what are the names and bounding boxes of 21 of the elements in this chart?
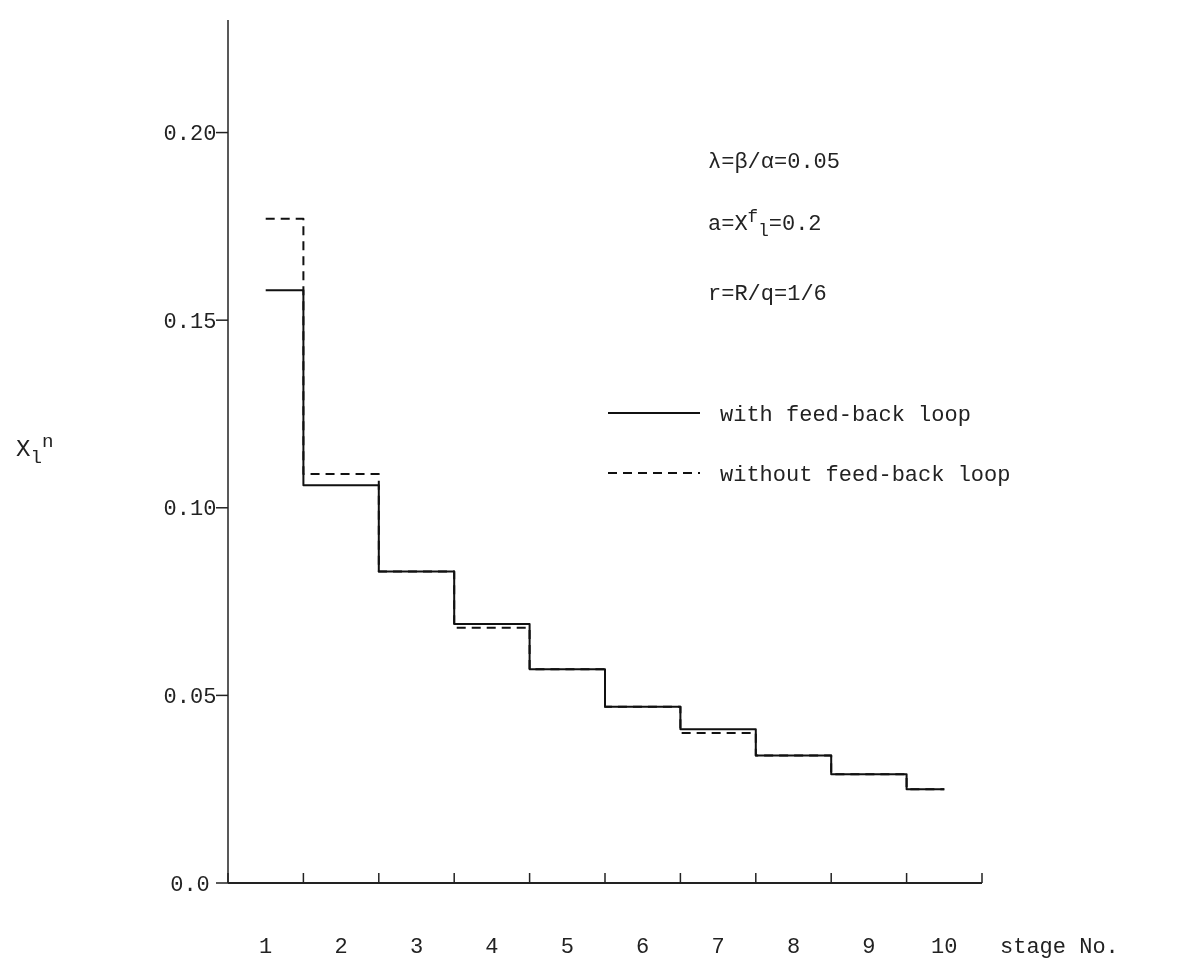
x-tick-label: 5 <box>560 935 574 960</box>
y-tick-label: 0.20 <box>163 122 217 148</box>
x-tick-label: 6 <box>636 935 650 960</box>
y-tick-label: 0.15 <box>163 309 217 335</box>
x-tick-label: 4 <box>485 935 499 960</box>
x-tick-label: 10 <box>931 935 958 960</box>
x-axis-title: stage No. <box>1000 935 1119 960</box>
x-tick-label: 7 <box>711 935 725 960</box>
y-tick-label: 0.10 <box>163 497 217 523</box>
x-tick-label: 3 <box>409 935 424 960</box>
x-tick-label: 2 <box>334 935 348 960</box>
annotation: r=R/q=1/6 <box>708 282 827 307</box>
x-tick-label: 1 <box>259 935 273 960</box>
annotation: a=X$^{f}$$_{l}$=0.2 <box>708 206 822 242</box>
legend-label: without feed-back loop <box>720 462 1011 488</box>
legend-label: with feed-back loop <box>720 402 971 428</box>
annotation: λ=β/α=0.05 <box>708 150 841 175</box>
x-tick-label: 8 <box>786 935 801 960</box>
y-tick-label: 0.0 <box>170 872 210 898</box>
y-tick-label: 0.05 <box>163 685 217 711</box>
x-tick-label: 9 <box>862 935 876 960</box>
